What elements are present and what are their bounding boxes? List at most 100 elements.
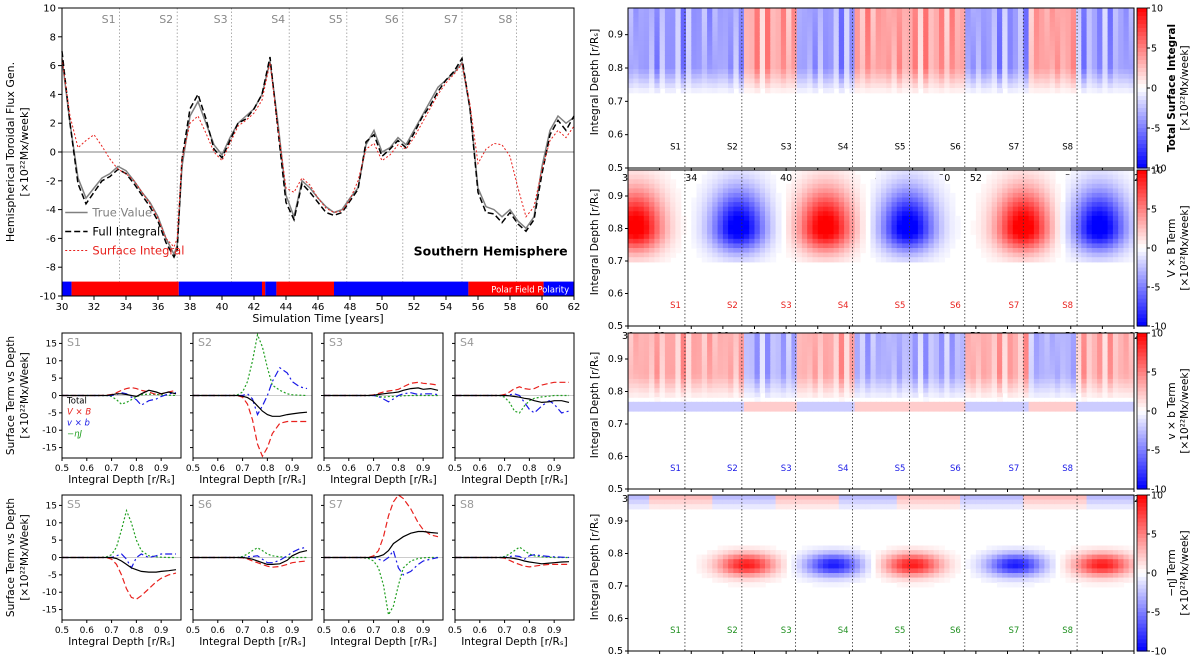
heatmap-cell <box>797 184 803 189</box>
heatmap-cell <box>1113 79 1119 84</box>
heatmap-cell <box>839 365 845 370</box>
heatmap-cell <box>818 22 824 27</box>
heatmap-cell <box>670 388 676 393</box>
heatmap-cell <box>823 13 829 18</box>
heatmap-cell <box>681 83 687 88</box>
heatmap-cell <box>955 342 961 347</box>
heatmap-cell <box>1071 83 1077 88</box>
heatmap-cell <box>1029 211 1035 216</box>
heatmap-cell <box>944 17 950 22</box>
heatmap-cell <box>844 32 850 37</box>
heatmap-cell <box>923 393 929 398</box>
heatmap-cell <box>886 370 892 375</box>
profile-VB <box>455 382 569 395</box>
heatmap-cell <box>1108 243 1114 248</box>
polarity-segment <box>72 282 179 296</box>
heatmap-cell <box>797 175 803 180</box>
heatmap-cell <box>781 388 787 393</box>
heatmap-cell <box>802 379 808 384</box>
heatmap-cell <box>1097 211 1103 216</box>
heatmap-cell <box>871 60 877 65</box>
heatmap-cell <box>1092 198 1098 203</box>
heatmap-cell <box>649 207 655 212</box>
heatmap-cell <box>776 347 782 352</box>
heatmap-cell <box>923 379 929 384</box>
heatmap-cell <box>986 88 992 93</box>
heatmap-cell <box>802 175 808 180</box>
heatmap-cell <box>813 211 819 216</box>
heatmap-cell <box>871 55 877 60</box>
heatmap-cell <box>1029 22 1035 27</box>
heatmap-cell <box>755 342 761 347</box>
heatmap-cell <box>1102 50 1108 55</box>
heatmap-cell <box>1039 248 1045 253</box>
heatmap-cell <box>839 17 845 22</box>
heatmap-cell <box>1081 179 1087 184</box>
heatmap-cell <box>733 347 739 352</box>
heatmap-cell <box>802 17 808 22</box>
heatmap-cell <box>907 402 913 407</box>
heatmap-cell <box>881 13 887 18</box>
heatmap-cell <box>997 234 1003 239</box>
heatmap-cell <box>976 216 982 221</box>
heatmap-cell <box>950 65 956 70</box>
heatmap-cell <box>944 83 950 88</box>
heatmap-cell <box>886 17 892 22</box>
heatmap-cell <box>1108 170 1114 175</box>
heatmap-cell <box>913 50 919 55</box>
heatmap-cell <box>1118 17 1124 22</box>
heatmap-cell <box>1008 211 1014 216</box>
heatmap-cell <box>944 248 950 253</box>
heatmap-cell <box>765 406 771 411</box>
heatmap-cell <box>675 22 681 27</box>
heatmap-cell <box>786 17 792 22</box>
heatmap-cell <box>670 338 676 343</box>
heatmap-cell <box>760 13 766 18</box>
heatmap-cell <box>1055 202 1061 207</box>
heatmap-cell <box>728 36 734 41</box>
x-tick-label: 0.9 <box>547 626 562 636</box>
heatmap-cell <box>986 253 992 258</box>
heatmap-cell <box>902 207 908 212</box>
heatmap-cell <box>712 69 718 74</box>
heatmap-cell <box>665 175 671 180</box>
heatmap-cell <box>633 338 639 343</box>
heatmap-cell <box>691 65 697 70</box>
heatmap-cell <box>1081 243 1087 248</box>
colorbar-cell <box>1137 318 1147 323</box>
heatmap-cell <box>834 65 840 70</box>
heatmap-cell <box>628 365 634 370</box>
heatmap-cell <box>639 361 645 366</box>
heatmap-cell <box>1081 74 1087 79</box>
heatmap-cell <box>918 36 924 41</box>
heatmap-cell <box>928 198 934 203</box>
heatmap-cell <box>702 198 708 203</box>
heatmap-cell <box>913 239 919 244</box>
heatmap-cell <box>1066 193 1072 198</box>
heatmap-cell <box>712 27 718 32</box>
heatmap-cell <box>733 379 739 384</box>
heatmap-cell <box>907 379 913 384</box>
heatmap-cell <box>839 50 845 55</box>
heatmap-cell <box>733 239 739 244</box>
heatmap-cell <box>1102 41 1108 46</box>
heatmap-cell <box>844 211 850 216</box>
heatmap-cell <box>818 342 824 347</box>
heatmap-cell <box>934 207 940 212</box>
heatmap-cell <box>628 388 634 393</box>
heatmap-cell <box>855 365 861 370</box>
heatmap-cell <box>744 342 750 347</box>
heatmap-cell <box>765 69 771 74</box>
heatmap-cell <box>839 225 845 230</box>
heatmap-cell <box>828 46 834 51</box>
heatmap-cell <box>702 74 708 79</box>
heatmap-cell <box>1081 170 1087 175</box>
heatmap-cell <box>665 253 671 258</box>
heatmap-cell <box>733 253 739 258</box>
heatmap-cell <box>755 32 761 37</box>
heatmap-cell <box>950 198 956 203</box>
heatmap-cell <box>1008 55 1014 60</box>
heatmap-cell <box>633 65 639 70</box>
heatmap-cell <box>1081 257 1087 262</box>
colorbar-cell <box>1137 186 1147 191</box>
